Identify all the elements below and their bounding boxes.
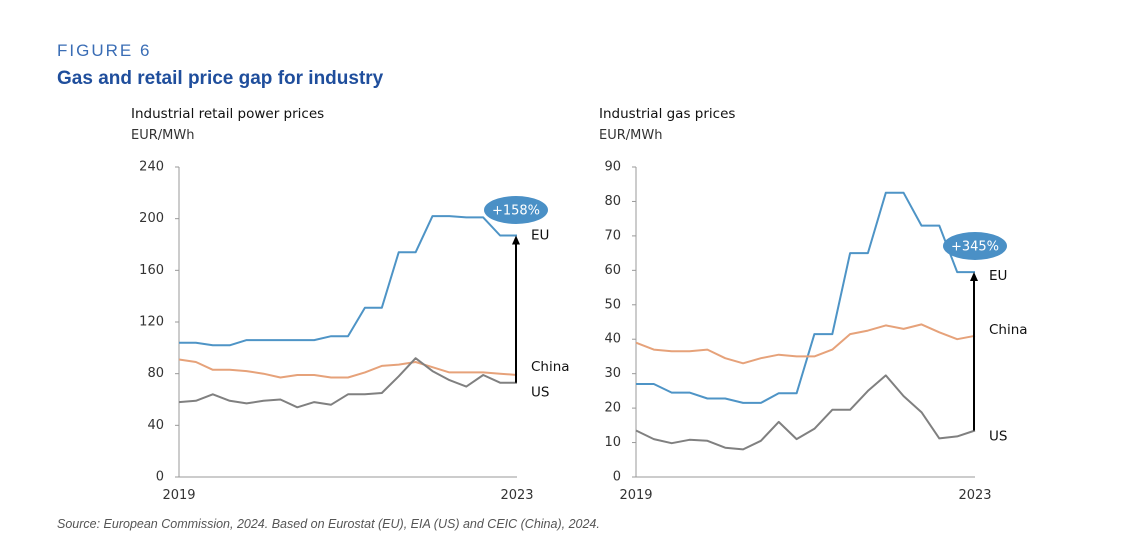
y-tick-label: 20	[604, 401, 621, 416]
series-label-china: China	[531, 359, 570, 375]
chart-unit-label: EUR/MWh	[131, 128, 194, 143]
series-line-us	[635, 374, 976, 451]
series-line-china	[178, 358, 518, 379]
gap-badge	[943, 232, 1007, 260]
y-tick-label: 40	[604, 332, 621, 347]
series-label-eu: EU	[989, 268, 1007, 284]
x-tick-label: 2023	[500, 488, 533, 503]
gap-arrow-head	[512, 235, 520, 245]
chart-title: Industrial gas prices	[599, 106, 735, 122]
series-label-us: US	[531, 385, 549, 401]
y-tick-label: 200	[139, 211, 164, 226]
y-tick-label: 50	[604, 297, 621, 312]
y-tick-label: 0	[156, 470, 164, 485]
gap-badge-label: +158%	[492, 204, 540, 219]
y-tick-label: 30	[604, 366, 621, 381]
series-line-china	[635, 323, 976, 365]
y-tick-label: 60	[604, 263, 621, 278]
x-tick-label: 2019	[619, 488, 652, 503]
series-label-us: US	[989, 429, 1007, 445]
chart-unit-label: EUR/MWh	[599, 128, 662, 143]
figure-label: FIGURE 6	[57, 41, 152, 60]
y-tick-label: 80	[147, 366, 164, 381]
x-tick-label: 2023	[958, 488, 991, 503]
y-tick-label: 240	[139, 160, 164, 175]
y-tick-label: 90	[604, 160, 621, 175]
y-tick-label: 70	[604, 228, 621, 243]
series-line-eu	[636, 191, 975, 404]
series-label-eu: EU	[531, 227, 549, 243]
series-line-eu	[179, 215, 517, 347]
y-tick-label: 40	[147, 418, 164, 433]
y-tick-label: 160	[139, 263, 164, 278]
gap-badge	[484, 196, 548, 224]
gap-arrow-head	[970, 272, 978, 282]
series-label-china: China	[989, 322, 1028, 338]
series-line-us	[178, 357, 517, 409]
chart-title: Industrial retail power prices	[131, 106, 324, 122]
y-tick-label: 120	[139, 315, 164, 330]
y-tick-label: 80	[604, 194, 621, 209]
x-tick-label: 2019	[162, 488, 195, 503]
y-tick-label: 0	[613, 470, 621, 485]
figure-title: Gas and retail price gap for industry	[57, 68, 384, 89]
source-note: Source: European Commission, 2024. Based…	[57, 517, 600, 531]
gap-badge-label: +345%	[951, 240, 999, 255]
y-tick-label: 10	[604, 435, 621, 450]
